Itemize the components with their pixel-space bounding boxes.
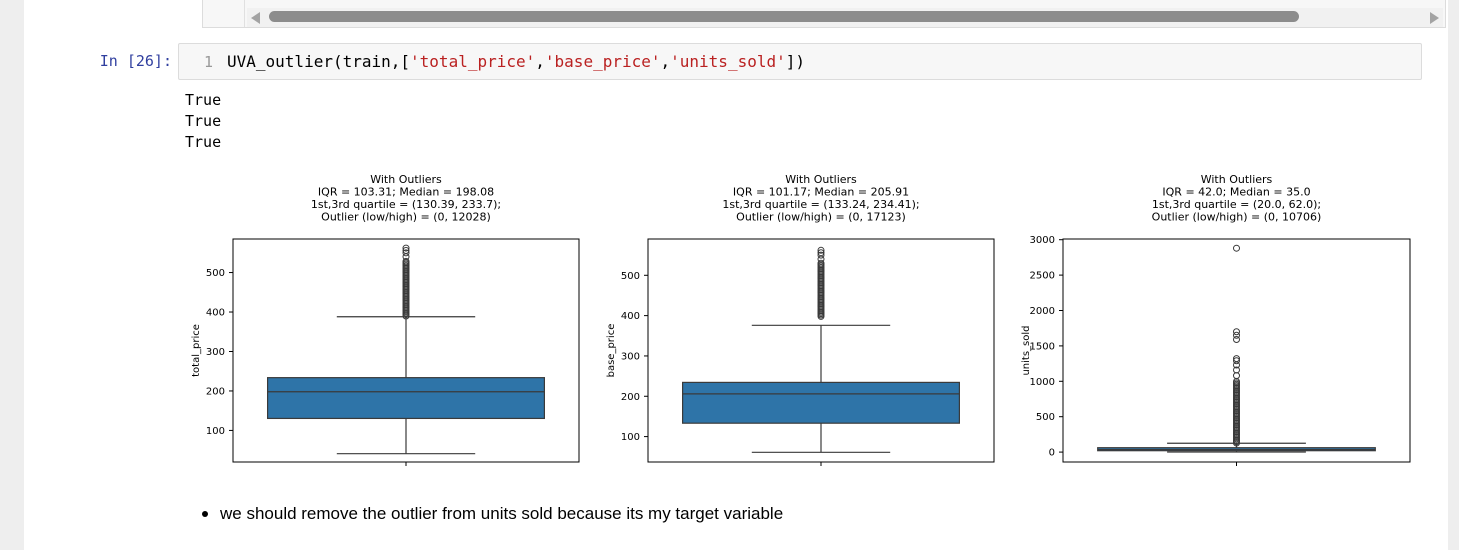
y-axis-label: base_price bbox=[606, 324, 617, 378]
outlier-point bbox=[817, 259, 825, 267]
outlier-point bbox=[402, 257, 410, 265]
cell-prompt: In [26]: bbox=[99, 52, 172, 70]
y-tick-label: 500 bbox=[206, 268, 225, 279]
chart-title-line: 1st,3rd quartile = (130.39, 233.7); bbox=[311, 198, 501, 211]
scroll-right-arrow-icon[interactable] bbox=[1430, 12, 1439, 24]
chart-title-line: With Outliers bbox=[370, 173, 442, 186]
y-axis-label: total_price bbox=[191, 324, 202, 377]
cell-stdout: True True True bbox=[185, 90, 221, 153]
outlier-point bbox=[1233, 328, 1240, 336]
outlier-point bbox=[1233, 372, 1240, 380]
code-token: , bbox=[660, 52, 671, 71]
chart-title-line: Outlier (low/high) = (0, 10706) bbox=[1152, 211, 1322, 224]
code-string-token: 'base_price' bbox=[544, 52, 661, 71]
iqr-box bbox=[266, 377, 545, 420]
code-token: ]) bbox=[785, 52, 805, 71]
line-number: 1 bbox=[203, 53, 213, 71]
stdout-line: True bbox=[185, 112, 222, 130]
outlier-point bbox=[817, 251, 825, 259]
scrollbar-thumb[interactable] bbox=[269, 11, 1299, 22]
markdown-bullet: we should remove the outlier from units … bbox=[202, 504, 783, 524]
code-string-token: 'total_price' bbox=[410, 52, 536, 71]
y-axis-label: units_sold bbox=[1021, 325, 1032, 375]
chart-title-line: 1st,3rd quartile = (20.0, 62.0); bbox=[1152, 198, 1321, 211]
chart-title-line: IQR = 42.0; Median = 35.0 bbox=[1162, 186, 1310, 199]
code-token: UVA_outlier(train,[ bbox=[227, 52, 411, 71]
scroll-left-arrow-icon[interactable] bbox=[251, 12, 260, 24]
y-tick-label: 500 bbox=[1036, 412, 1055, 423]
outlier-point bbox=[817, 246, 825, 254]
chart-title-line: IQR = 101.17; Median = 205.91 bbox=[733, 186, 909, 199]
chart-title-line: Outlier (low/high) = (0, 12028) bbox=[321, 211, 491, 224]
stdout-line: True bbox=[185, 91, 222, 109]
code-cell-input[interactable]: 1 UVA_outlier(train,['total_price','base… bbox=[178, 43, 1422, 80]
outlier-point bbox=[1233, 357, 1240, 365]
outlier-point bbox=[1233, 366, 1240, 374]
outlier-point bbox=[1233, 336, 1240, 344]
chart-title-line: With Outliers bbox=[785, 173, 857, 186]
y-tick-label: 500 bbox=[621, 271, 640, 282]
y-tick-label: 300 bbox=[206, 347, 225, 358]
y-tick-label: 200 bbox=[621, 392, 640, 403]
y-tick-label: 200 bbox=[206, 386, 225, 397]
bullet-icon bbox=[202, 510, 208, 517]
previous-cell-output bbox=[202, 0, 1446, 28]
horizontal-scrollbar[interactable] bbox=[247, 8, 1443, 27]
notebook-page bbox=[24, 0, 1448, 550]
outlier-point bbox=[1233, 331, 1240, 339]
outlier-point bbox=[1233, 244, 1240, 252]
boxplot-figure: With Outliers IQR = 103.31; Median = 198.… bbox=[180, 168, 1420, 476]
y-tick-label: 1000 bbox=[1030, 377, 1055, 388]
stdout-line: True bbox=[185, 133, 222, 151]
outlier-point bbox=[402, 249, 410, 257]
chart-title-line: With Outliers bbox=[1201, 173, 1273, 186]
outlier-point bbox=[402, 244, 410, 252]
previous-cell-gutter bbox=[203, 0, 245, 27]
y-tick-label: 100 bbox=[206, 426, 225, 437]
y-tick-label: 400 bbox=[206, 308, 225, 319]
y-tick-label: 2000 bbox=[1030, 306, 1055, 317]
y-tick-label: 3000 bbox=[1030, 235, 1055, 246]
y-tick-label: 100 bbox=[621, 432, 640, 443]
y-tick-label: 2500 bbox=[1030, 271, 1055, 282]
y-tick-label: 400 bbox=[621, 311, 640, 322]
markdown-bullet-text: we should remove the outlier from units … bbox=[220, 504, 784, 523]
chart-title-line: IQR = 103.31; Median = 198.08 bbox=[318, 186, 494, 199]
outlier-point bbox=[817, 249, 825, 257]
chart-title-line: 1st,3rd quartile = (133.24, 234.41); bbox=[722, 198, 919, 211]
outlier-point bbox=[402, 246, 410, 254]
iqr-box bbox=[682, 381, 960, 424]
code-line[interactable]: UVA_outlier(train,['total_price','base_p… bbox=[227, 52, 805, 71]
y-tick-label: 1500 bbox=[1030, 341, 1055, 352]
y-tick-label: 300 bbox=[621, 351, 640, 362]
code-token: , bbox=[535, 52, 545, 71]
y-tick-label: 0 bbox=[1049, 448, 1055, 459]
outlier-point bbox=[1233, 355, 1240, 363]
chart-title-line: Outlier (low/high) = (0, 17123) bbox=[736, 211, 906, 224]
code-string-token: 'units_sold' bbox=[670, 52, 786, 71]
